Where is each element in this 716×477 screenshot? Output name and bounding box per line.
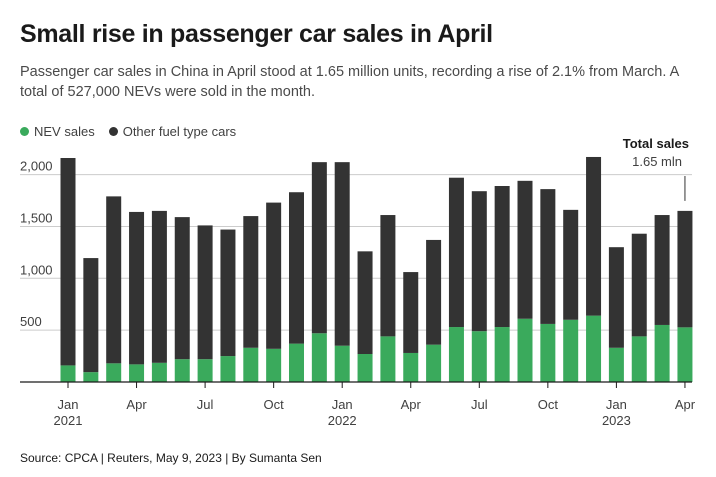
legend-item-other: Other fuel type cars [108, 124, 237, 139]
chart-subtitle: Passenger car sales in China in April st… [20, 64, 679, 100]
x-tick-year: 2021 [54, 413, 83, 428]
bar-nev [608, 347, 624, 382]
bar-nev [83, 372, 99, 382]
bar-nev [289, 343, 304, 382]
bar-nev [220, 356, 236, 382]
bar-other [289, 192, 304, 344]
bar-other [60, 158, 76, 366]
bar-other [220, 229, 236, 357]
bars [60, 156, 693, 382]
bar-nev [471, 331, 487, 382]
legend-swatch-nev [20, 127, 29, 136]
annotation-value: 1.65 mln [632, 154, 682, 169]
x-tick-label: Jul [197, 397, 214, 412]
bar-other [540, 189, 556, 324]
bar-nev [426, 344, 442, 382]
bar-nev [243, 347, 259, 382]
y-tick-label: 2,000 [20, 159, 53, 174]
bar-other [631, 233, 647, 337]
bar-nev [129, 364, 145, 382]
x-tick-label: Oct [264, 397, 285, 412]
bar-nev [677, 327, 693, 382]
bar-nev [563, 319, 579, 382]
bar-other [151, 210, 167, 363]
y-tick-label: 500 [20, 314, 42, 329]
bar-other [517, 180, 533, 319]
bar-other [266, 202, 282, 349]
bar-other [563, 209, 579, 320]
y-tick-label: 1,500 [20, 210, 53, 225]
legend-label-nev: NEV sales [34, 124, 95, 139]
x-tick-label: Apr [401, 397, 422, 412]
bar-nev [448, 327, 464, 382]
source-note: Source: CPCA | Reuters, May 9, 2023 | By… [20, 451, 322, 465]
bar-other [106, 196, 122, 364]
bar-other [357, 251, 373, 355]
total-sales-annotation: Total sales 1.65 mln [623, 136, 689, 201]
bar-nev [631, 336, 647, 382]
annotation-title: Total sales [623, 136, 689, 151]
x-tick-year: 2023 [602, 413, 631, 428]
bar-nev [403, 352, 419, 382]
bar-nev [60, 365, 76, 382]
bar-other [654, 215, 670, 325]
legend-item-nev: NEV sales [20, 124, 95, 139]
x-tick-label: Jul [471, 397, 488, 412]
bar-other [174, 217, 190, 360]
bar-other [243, 216, 259, 348]
bar-nev [266, 348, 282, 382]
bar-other [494, 186, 510, 328]
bar-nev [151, 362, 167, 382]
bar-other [129, 211, 145, 365]
bar-other [426, 239, 442, 345]
legend-swatch-other [108, 127, 118, 136]
x-tick-label: Apr [126, 397, 147, 412]
bar-nev [197, 359, 213, 382]
bar-other [380, 215, 396, 337]
bar-other [403, 272, 419, 353]
bar-nev [311, 333, 327, 382]
chart-title: Small rise in passenger car sales in Apr… [20, 20, 493, 48]
x-tick-year: 2022 [328, 413, 357, 428]
bar-nev [357, 354, 373, 382]
bar-other [677, 210, 693, 328]
bar-other [586, 156, 602, 316]
bar-other [311, 162, 327, 334]
bar-nev [494, 327, 510, 382]
x-tick-label: Jan [332, 397, 353, 412]
bar-nev [540, 323, 556, 382]
bar-other [83, 258, 99, 373]
x-tick-label: Jan [606, 397, 627, 412]
legend: NEV sales Other fuel type cars [20, 124, 250, 139]
x-tick-label: Oct [538, 397, 559, 412]
bar-nev [174, 359, 190, 382]
bar-nev [334, 345, 350, 382]
bar-nev [586, 315, 602, 382]
legend-label-other: Other fuel type cars [122, 124, 237, 139]
bar-other [471, 191, 487, 332]
bar-nev [517, 318, 533, 382]
y-tick-label: 1,000 [20, 262, 53, 277]
x-tick-label: Apr [675, 397, 696, 412]
bar-nev [106, 363, 122, 382]
bar-other [197, 225, 213, 360]
bar-other [608, 247, 624, 348]
x-tick-label: Jan [58, 397, 79, 412]
bar-other [334, 162, 350, 346]
bar-nev [654, 324, 670, 382]
bar-nev [380, 336, 396, 382]
bar-other [448, 177, 464, 328]
